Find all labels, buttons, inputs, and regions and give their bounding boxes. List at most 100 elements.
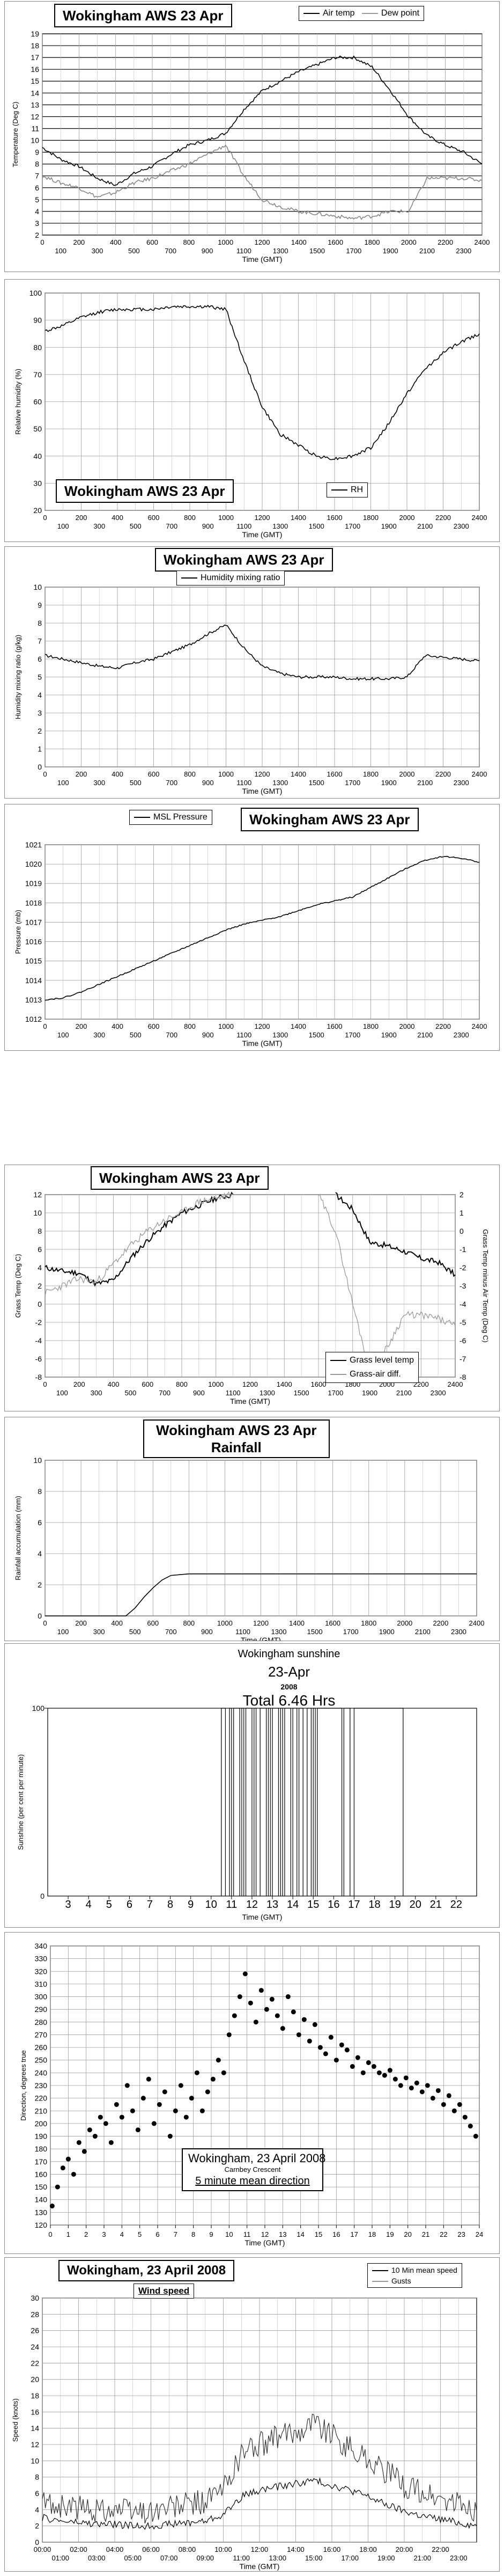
rainfall-chart-title-box: Wokingham AWS 23 Apr Rainfall (143, 1419, 330, 1458)
x-tick-label: 11:00 (233, 2554, 250, 2562)
legend-dew-point: Dew point (381, 9, 420, 18)
y-tick-label: 150 (35, 2183, 48, 2191)
y-tick-label: 20 (33, 506, 42, 515)
x-tick-label: 2400 (448, 1380, 463, 1388)
y-axis-label: Pressure (mb) (14, 910, 22, 954)
x-tick-label: 1800 (361, 1619, 376, 1627)
direction-point (151, 2121, 157, 2126)
y-axis-label: Temperature (Deg C) (11, 101, 19, 167)
direction-point (451, 2108, 457, 2113)
direction-point (237, 1994, 242, 2000)
x-tick-label: 1100 (235, 1628, 250, 1636)
direction-point (350, 2064, 355, 2069)
x-tick-label: 1000 (218, 514, 234, 522)
direction-point (333, 2058, 339, 2063)
y-tick-label: 1015 (25, 957, 42, 965)
air-temp-swatch (303, 12, 320, 14)
y-tick-label: 1021 (25, 840, 42, 849)
x-tick-label: 600 (147, 1619, 159, 1627)
y-tick-label: -2 (35, 1318, 42, 1327)
direction-point (414, 2080, 419, 2085)
y-tick-label: 14 (31, 2424, 39, 2433)
direction-point (339, 2042, 344, 2047)
y2-tick-label: -1 (459, 1245, 466, 1254)
x-tick-label: 2200 (435, 514, 451, 522)
grass-legend: Grass level temp Grass-air diff. (325, 1352, 419, 1383)
x-tick-label: 1300 (272, 779, 288, 787)
x-tick-label: 14:00 (287, 2545, 305, 2553)
y-tick-label: 1 (38, 745, 42, 753)
y-tick-label: 0 (35, 2538, 39, 2546)
y-tick-label: -8 (35, 1373, 42, 1381)
x-tick-label: 04:00 (106, 2545, 124, 2553)
sunshine-date: 23-Apr (268, 1664, 310, 1680)
series-grass-temp-line (45, 1191, 234, 1287)
sunshine-total: Total 6.46 Hrs (242, 1692, 336, 1709)
y-tick-label: 2 (38, 1282, 42, 1290)
y-tick-label: 120 (35, 2221, 48, 2229)
y-tick-label: 1014 (25, 976, 42, 985)
y-tick-label: 30 (31, 2294, 39, 2302)
y-tick-label: 140 (35, 2196, 48, 2204)
x-tick-label: 700 (166, 522, 177, 530)
x-tick-label: 1300 (260, 1389, 275, 1397)
plot-area (47, 1708, 477, 1897)
x-tick-label: 400 (112, 770, 123, 778)
direction-point (76, 2140, 81, 2145)
y2-tick-label: -4 (459, 1300, 466, 1308)
direction-point (382, 2073, 387, 2078)
humidity-chart-title: Wokingham AWS 23 Apr (56, 479, 234, 503)
x-tick-label: 18:00 (359, 2545, 377, 2553)
y-tick-label: 40 (33, 452, 42, 460)
series-gusts-line (42, 2413, 477, 2524)
x-tick-label: 500 (128, 247, 140, 255)
x-tick-label: 0 (48, 2230, 52, 2238)
x-tick-label: 900 (202, 522, 214, 530)
direction-point (403, 2075, 409, 2081)
y-tick-label: 16 (31, 2407, 39, 2416)
y2-tick-label: 2 (459, 1190, 464, 1199)
x-tick-label: 200 (73, 1380, 85, 1388)
direction-point (296, 2032, 301, 2037)
x-tick-label: 1800 (363, 770, 379, 778)
x-tick-label: 800 (184, 1022, 196, 1030)
direction-point (446, 2093, 451, 2098)
y-tick-label: 18 (31, 41, 39, 50)
y-tick-label: 10 (33, 1456, 42, 1465)
y-tick-label: 2 (38, 1580, 42, 1589)
x-tick-label: 08:00 (179, 2545, 196, 2553)
x-tick-label: 2300 (454, 779, 469, 787)
y-tick-label: 24 (31, 2343, 39, 2351)
y-tick-label: 15 (31, 77, 39, 85)
x-tick-label: 05:00 (124, 2554, 142, 2562)
x-tick-label: 1000 (208, 1380, 224, 1388)
y-tick-label: 0 (40, 1892, 45, 1900)
x-tick-label: 2200 (433, 1619, 448, 1627)
direction-point (167, 2134, 173, 2139)
y2-tick-label: -5 (459, 1318, 466, 1327)
y-tick-label: 3 (38, 709, 42, 718)
direction-point (60, 2165, 65, 2171)
temperature-chart-title: Wokingham AWS 23 Apr (54, 4, 232, 27)
x-tick-label: 2100 (417, 1031, 433, 1039)
wind-speed-subtitle: Wind speed (134, 2284, 195, 2299)
x-tick-label: 2300 (456, 247, 471, 255)
pressure-swatch (134, 816, 150, 818)
y-tick-label: 300 (35, 1993, 48, 2001)
x-tick-label: 7 (147, 1899, 153, 1911)
mixing-ratio-swatch (181, 577, 197, 579)
y2-tick-label: -2 (459, 1263, 466, 1272)
gust-swatch (372, 2281, 388, 2282)
direction-point (135, 2127, 140, 2133)
y-tick-label: 160 (35, 2170, 48, 2178)
pressure-chart: 1012 1013 1014 1015 1016 1017 1018 1019 1020 1021… (14, 840, 487, 1048)
y2-tick-label: 1 (459, 1209, 464, 1217)
direction-point (210, 2076, 216, 2082)
x-tick-label: 17 (350, 2230, 358, 2238)
direction-point (317, 2045, 323, 2050)
x-tick-label: 1 (66, 2230, 70, 2238)
sunshine-year: 2008 (280, 1682, 298, 1691)
x-tick-label: 0 (43, 514, 47, 522)
direction-point (366, 2060, 371, 2065)
